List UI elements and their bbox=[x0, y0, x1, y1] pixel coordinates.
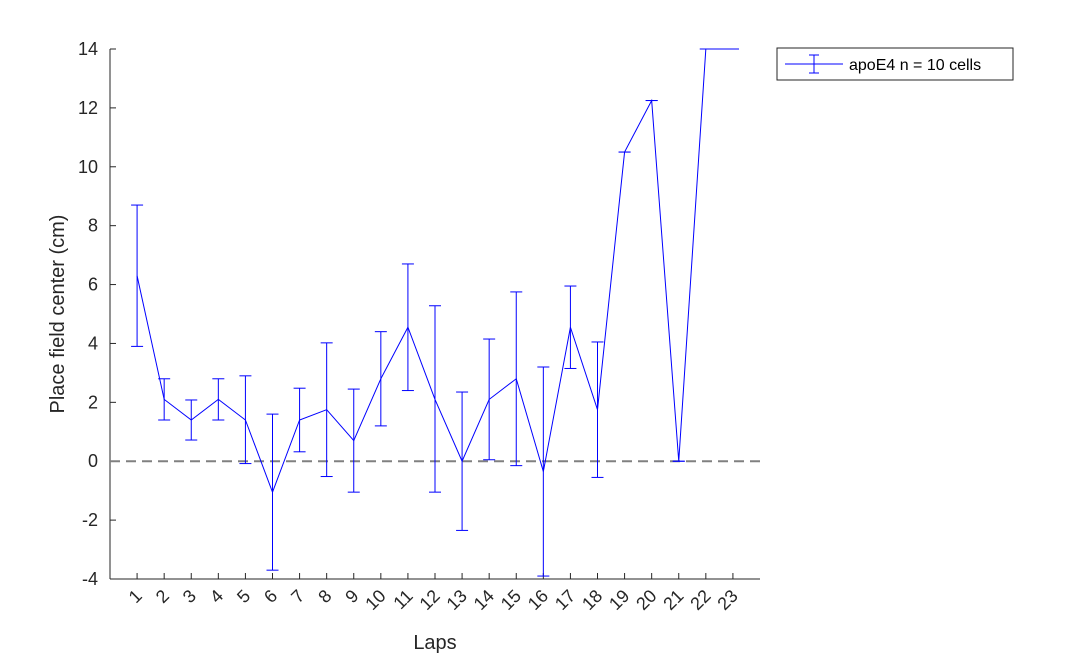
error-bar bbox=[266, 413, 279, 571]
error-bar bbox=[131, 204, 144, 347]
series-layer bbox=[110, 48, 760, 577]
y-tick-label: 8 bbox=[88, 216, 98, 236]
error-bar bbox=[483, 338, 496, 461]
error-bar bbox=[537, 366, 550, 577]
legend-label: apoE4 n = 10 cells bbox=[849, 57, 981, 74]
error-bar bbox=[429, 305, 441, 493]
error-bar bbox=[591, 341, 604, 478]
error-bar bbox=[564, 285, 577, 369]
y-tick-label: 0 bbox=[88, 451, 98, 471]
error-bar bbox=[158, 378, 171, 421]
legend: apoE4 n = 10 cells bbox=[776, 47, 1014, 81]
y-tick-label: 14 bbox=[78, 39, 98, 59]
error-bar bbox=[347, 388, 360, 493]
y-tick-label: -2 bbox=[82, 510, 98, 530]
error-bar bbox=[212, 378, 225, 421]
legend-swatch bbox=[785, 54, 843, 74]
y-tick-label: 4 bbox=[88, 333, 98, 353]
error-bar bbox=[293, 387, 306, 453]
error-bar bbox=[456, 391, 469, 531]
x-axis-title: Laps bbox=[413, 632, 456, 654]
error-bar bbox=[320, 342, 333, 478]
error-bar bbox=[510, 291, 523, 467]
error-bar bbox=[374, 331, 387, 427]
error-bar bbox=[239, 375, 252, 465]
error-bar bbox=[185, 399, 198, 441]
y-tick-label: 2 bbox=[88, 392, 98, 412]
y-tick-label: 12 bbox=[78, 98, 98, 118]
y-tick-label: -4 bbox=[82, 569, 98, 589]
y-tick-label: 6 bbox=[88, 275, 98, 295]
error-bar bbox=[401, 263, 414, 392]
y-axis-title: Place field center (cm) bbox=[47, 215, 69, 414]
y-tick-label: 10 bbox=[78, 157, 98, 177]
